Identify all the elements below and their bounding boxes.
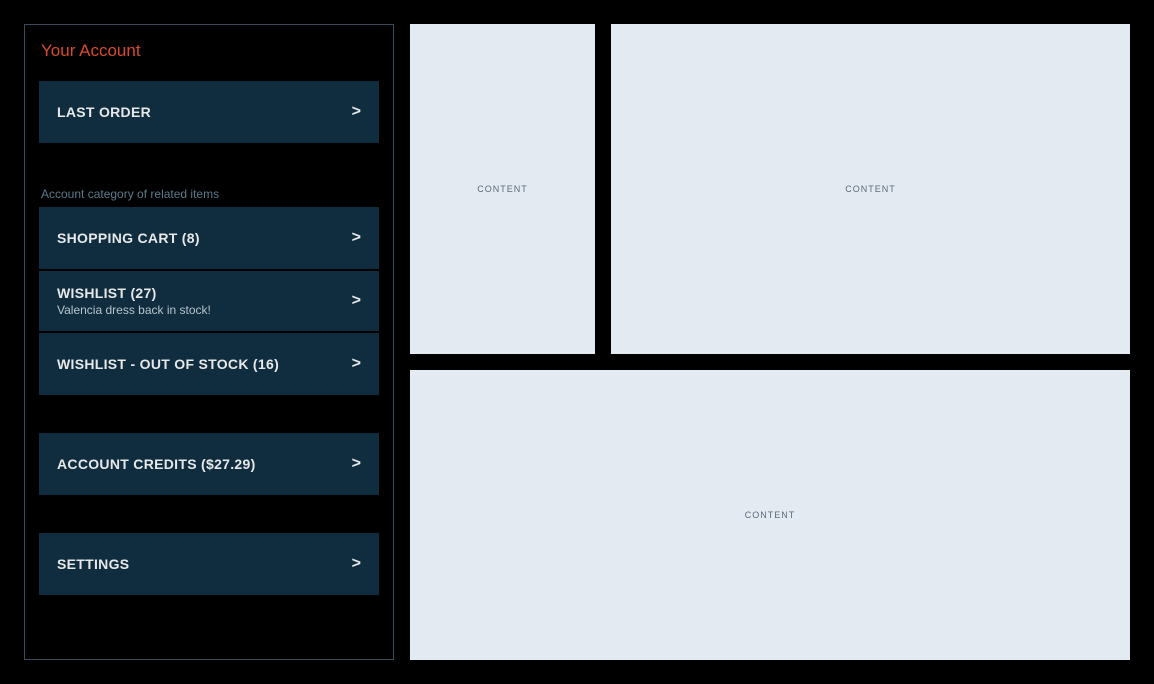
chevron-right-icon: >: [352, 555, 361, 573]
nav-item-label: ACCOUNT CREDITS ($27.29): [57, 456, 256, 472]
nav-item-content: WISHLIST (27) Valencia dress back in sto…: [57, 285, 211, 317]
nav-item-wishlist[interactable]: WISHLIST (27) Valencia dress back in sto…: [39, 271, 379, 331]
chevron-right-icon: >: [352, 103, 361, 121]
section-gap: [39, 397, 379, 433]
nav-item-content: WISHLIST - OUT OF STOCK (16): [57, 356, 279, 372]
nav-item-shopping-cart[interactable]: SHOPPING CART (8) >: [39, 207, 379, 269]
nav-item-wishlist-oos[interactable]: WISHLIST - OUT OF STOCK (16) >: [39, 333, 379, 395]
nav-item-label: SHOPPING CART (8): [57, 230, 200, 246]
nav-item-label: WISHLIST (27): [57, 285, 211, 301]
chevron-right-icon: >: [352, 292, 361, 310]
content-row-top: CONTENT CONTENT: [410, 24, 1130, 354]
nav-item-content: ACCOUNT CREDITS ($27.29): [57, 456, 256, 472]
nav-item-label: WISHLIST - OUT OF STOCK (16): [57, 356, 279, 372]
content-area: CONTENT CONTENT CONTENT: [410, 24, 1130, 660]
content-panel-top-right: CONTENT: [611, 24, 1130, 354]
chevron-right-icon: >: [352, 229, 361, 247]
nav-item-last-order[interactable]: LAST ORDER >: [39, 81, 379, 143]
nav-item-content: SETTINGS: [57, 556, 129, 572]
content-panel-label: CONTENT: [745, 510, 796, 520]
chevron-right-icon: >: [352, 455, 361, 473]
section-header: Account category of related items: [41, 187, 379, 201]
content-panel-label: CONTENT: [845, 184, 896, 194]
nav-item-subtitle: Valencia dress back in stock!: [57, 303, 211, 317]
nav-item-label: SETTINGS: [57, 556, 129, 572]
sidebar-title: Your Account: [41, 41, 379, 61]
content-panel-top-left: CONTENT: [410, 24, 595, 354]
nav-item-label: LAST ORDER: [57, 104, 151, 120]
content-panel-bottom: CONTENT: [410, 370, 1130, 660]
section-gap: [39, 497, 379, 533]
nav-item-content: LAST ORDER: [57, 104, 151, 120]
chevron-right-icon: >: [352, 355, 361, 373]
nav-item-settings[interactable]: SETTINGS >: [39, 533, 379, 595]
section-gap: [39, 145, 379, 187]
nav-item-account-credits[interactable]: ACCOUNT CREDITS ($27.29) >: [39, 433, 379, 495]
nav-item-content: SHOPPING CART (8): [57, 230, 200, 246]
account-sidebar: Your Account LAST ORDER > Account catego…: [24, 24, 394, 660]
content-panel-label: CONTENT: [477, 184, 528, 194]
